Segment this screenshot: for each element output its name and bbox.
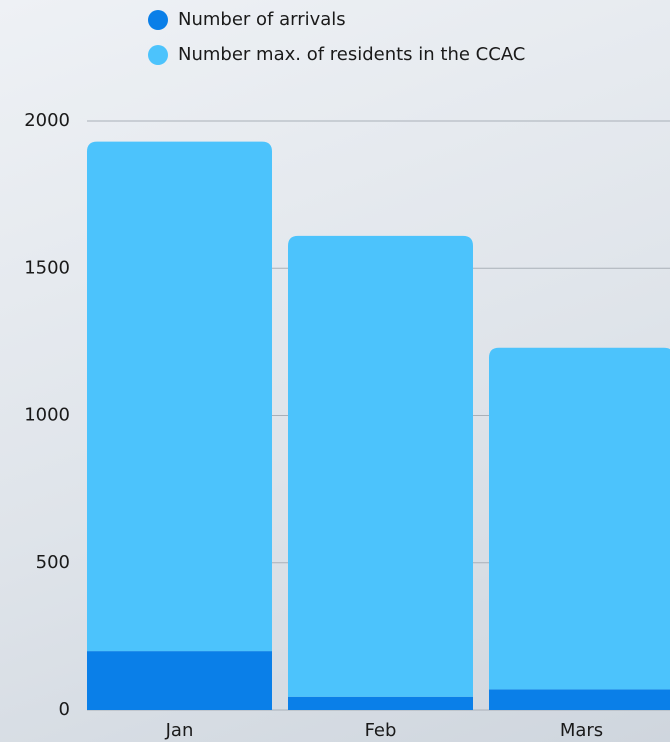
chart: 0 500 1000 1500 2000 Number of arrivals Number…: [0, 0, 670, 742]
legend-label: Number max. of residents in the CCAC: [178, 44, 525, 65]
y-tick-label: 1500: [24, 257, 70, 278]
bar-segment: [288, 697, 473, 710]
page: 0 500 1000 1500 2000 Number of arrivals Number…: [0, 0, 670, 742]
y-tick-label: 500: [36, 552, 70, 573]
x-tick-label: Feb: [365, 720, 397, 741]
y-tick-label: 0: [59, 699, 70, 720]
x-tick-label: Jan: [165, 720, 194, 741]
bar-segment: [288, 236, 473, 697]
legend-marker: [148, 45, 168, 65]
legend-label: Number of arrivals: [178, 9, 346, 30]
bar-segment: [87, 651, 272, 710]
bar-segment: [87, 142, 272, 651]
bar-segment: [489, 348, 670, 690]
y-tick-label: 1000: [24, 405, 70, 426]
bar-segment: [489, 689, 670, 710]
legend-marker: [148, 10, 168, 30]
y-tick-label: 2000: [24, 110, 70, 131]
x-tick-label: Mars: [560, 720, 603, 741]
